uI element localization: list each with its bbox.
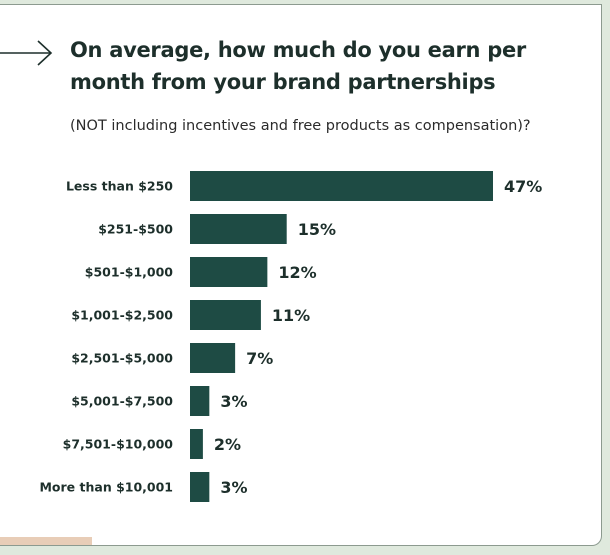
bar	[190, 343, 236, 373]
value-label: 2%	[214, 435, 241, 454]
bar	[190, 171, 493, 201]
category-label: $2,501-$5,000	[71, 351, 173, 366]
bar	[190, 214, 287, 244]
category-label: $1,001-$2,500	[71, 308, 173, 323]
value-label: 3%	[220, 392, 247, 411]
chart-card	[0, 4, 602, 546]
bar	[190, 429, 203, 459]
category-label: $5,001-$7,500	[71, 394, 173, 409]
chart-title: On average, how much do you earn per mon…	[70, 38, 526, 94]
bar	[190, 386, 210, 416]
bar-chart: Less than $250 47% $251-$500 15% $501-$1,000…	[39, 171, 542, 502]
chart-subtitle: (NOT including incentives and free produ…	[70, 118, 531, 134]
value-label: 7%	[246, 349, 273, 368]
category-label: $501-$1,000	[85, 265, 174, 280]
category-label: Less than $250	[66, 179, 173, 194]
bar	[190, 257, 268, 287]
value-label: 15%	[298, 220, 336, 239]
value-label: 12%	[278, 263, 316, 282]
bar	[190, 300, 261, 330]
category-label: More than $10,001	[39, 480, 173, 495]
value-label: 47%	[504, 177, 542, 196]
bar	[190, 472, 210, 502]
category-label: $251-$500	[98, 222, 173, 237]
value-label: 3%	[220, 478, 247, 497]
corner-decoration	[0, 537, 92, 545]
arrow-right-icon	[0, 40, 53, 66]
value-label: 11%	[272, 306, 310, 325]
category-label: $7,501-$10,000	[63, 437, 174, 452]
top-background-strip	[0, 0, 610, 4]
